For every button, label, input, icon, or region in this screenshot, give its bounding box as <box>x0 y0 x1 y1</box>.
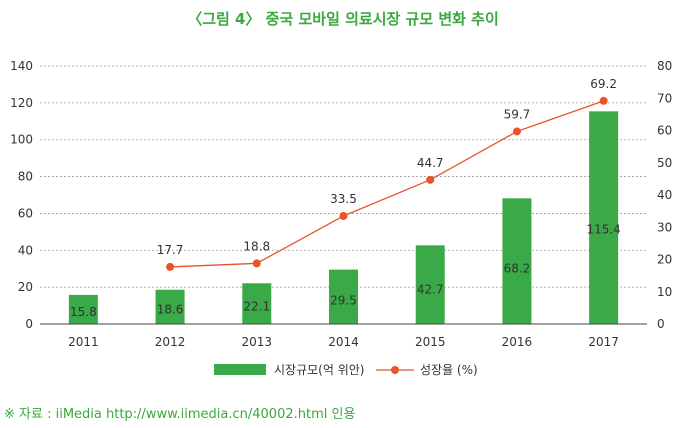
left-tick-label: 140 <box>10 59 33 73</box>
right-tick-label: 10 <box>657 285 672 299</box>
left-tick-label: 120 <box>10 96 33 110</box>
bar-data-label: 68.2 <box>504 261 531 275</box>
x-tick-label: 2015 <box>415 335 446 349</box>
bar <box>329 269 358 324</box>
legend-line-marker <box>391 366 399 374</box>
left-tick-label: 20 <box>18 280 33 294</box>
chart-title: 〈그림 4〉 중국 모바일 의료시장 규모 변화 추이 <box>187 10 499 28</box>
bar-series <box>68 111 619 324</box>
bar-data-label: 115.4 <box>586 222 620 236</box>
x-tick-label: 2016 <box>502 335 533 349</box>
growth-point <box>512 127 521 136</box>
growth-point <box>599 96 608 105</box>
bar <box>502 198 532 324</box>
left-tick-label: 40 <box>18 243 33 257</box>
growth-data-label: 18.8 <box>243 239 270 253</box>
growth-point <box>252 259 261 268</box>
bar <box>155 289 185 324</box>
growth-data-label: 17.7 <box>157 243 184 257</box>
left-tick-label: 60 <box>18 206 33 220</box>
bar-data-label: 18.6 <box>157 303 184 317</box>
x-tick-label: 2011 <box>68 335 99 349</box>
left-tick-label: 80 <box>18 170 33 184</box>
right-tick-label: 30 <box>657 220 672 234</box>
x-axis: 2011 2012 2013 2014 2015 2016 2017 <box>40 323 647 349</box>
bar <box>242 283 272 324</box>
left-axis: 0 20 40 60 80 100 120 140 <box>10 59 33 331</box>
growth-point <box>339 211 348 220</box>
right-tick-label: 70 <box>657 91 672 105</box>
growth-data-label: 59.7 <box>504 107 531 121</box>
line-series: 17.7 18.8 33.5 44.7 59.7 69.2 <box>157 77 617 271</box>
growth-point <box>166 262 175 271</box>
growth-data-label: 69.2 <box>590 77 617 91</box>
bar <box>415 245 445 324</box>
right-tick-label: 80 <box>657 59 672 73</box>
x-tick-label: 2017 <box>588 335 619 349</box>
chart-canvas: 0 20 40 60 80 100 120 140 0 10 20 30 40 50 60 70 80 15.… <box>10 59 672 377</box>
bar-data-label: 29.5 <box>330 294 357 308</box>
x-tick-label: 2012 <box>155 335 186 349</box>
left-tick-label: 100 <box>10 133 33 147</box>
left-tick-label: 0 <box>25 317 33 331</box>
bar <box>68 294 98 324</box>
right-tick-label: 60 <box>657 124 672 138</box>
source-note: ※ 자료 : iiMedia http://www.iimedia.cn/400… <box>4 407 356 422</box>
bar-data-label: 22.1 <box>243 300 270 314</box>
right-tick-label: 50 <box>657 156 672 170</box>
right-tick-label: 0 <box>657 317 665 331</box>
legend: 시장규모(억 위안) 성장율 (%) <box>214 363 478 377</box>
bar-data-label: 42.7 <box>417 283 444 297</box>
legend-line-label: 성장율 (%) <box>420 363 478 377</box>
right-tick-label: 40 <box>657 188 672 202</box>
growth-data-label: 44.7 <box>417 156 444 170</box>
right-tick-label: 20 <box>657 253 672 267</box>
legend-bar-label: 시장규모(억 위안) <box>274 363 364 377</box>
x-tick-label: 2014 <box>328 335 359 349</box>
x-tick-label: 2013 <box>242 335 273 349</box>
legend-bar-swatch <box>214 364 266 375</box>
gridlines <box>40 65 647 288</box>
growth-line <box>170 100 604 268</box>
bar-data-label: 15.8 <box>70 305 97 319</box>
bar <box>589 111 619 324</box>
growth-point <box>426 175 435 184</box>
bar-labels: 15.8 18.6 22.1 29.5 42.7 68.2 115.4 <box>70 222 621 319</box>
growth-data-label: 33.5 <box>330 192 357 206</box>
right-axis: 0 10 20 30 40 50 60 70 80 <box>657 59 672 331</box>
